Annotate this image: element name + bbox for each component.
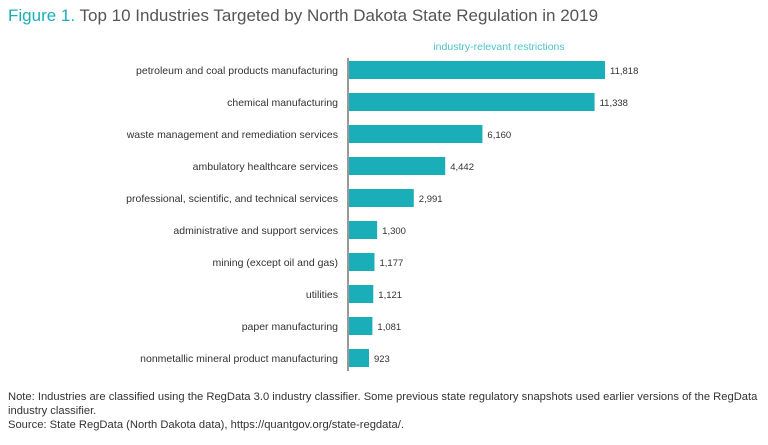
bar (349, 61, 605, 79)
value-label: 11,818 (610, 66, 638, 77)
category-label: chemical manufacturing (227, 97, 338, 109)
category-label: utilities (306, 289, 338, 301)
category-label: mining (except oil and gas) (213, 257, 338, 269)
bar (349, 221, 378, 239)
bar (349, 285, 374, 303)
title-text: Top 10 Industries Targeted by North Dako… (79, 6, 599, 25)
figure-label: Figure 1. (8, 6, 76, 25)
value-label: 923 (374, 354, 390, 365)
category-label: administrative and support services (173, 225, 338, 237)
bar (349, 157, 446, 175)
bar (349, 317, 373, 335)
bar-chart: industry-relevant restrictions petroleum… (126, 41, 638, 371)
source-text: Source: State RegData (North Dakota data… (8, 419, 404, 431)
category-label: professional, scientific, and technical … (126, 193, 338, 205)
bar (349, 189, 414, 207)
chart-title: Figure 1. Top 10 Industries Targeted by … (8, 6, 598, 26)
bar (349, 349, 369, 367)
chart-note: Note: Industries are classified using th… (8, 390, 763, 432)
category-label: paper manufacturing (242, 321, 338, 333)
category-label: ambulatory healthcare services (193, 161, 338, 173)
value-label: 1,300 (382, 226, 406, 237)
category-label: petroleum and coal products manufacturin… (136, 65, 338, 77)
value-label: 1,177 (379, 258, 403, 269)
value-label: 6,160 (487, 130, 511, 141)
value-label: 1,081 (377, 322, 401, 333)
value-label: 4,442 (450, 162, 474, 173)
bar (349, 125, 483, 143)
category-label: waste management and remediation service… (126, 129, 338, 141)
value-label: 11,338 (600, 98, 628, 109)
series-label: industry-relevant restrictions (433, 41, 564, 53)
note-text: Note: Industries are classified using th… (8, 391, 758, 417)
bar (349, 253, 375, 271)
category-label: nonmetallic mineral product manufacturin… (140, 353, 338, 365)
value-label: 1,121 (378, 290, 402, 301)
bar (349, 93, 595, 111)
value-label: 2,991 (419, 194, 443, 205)
